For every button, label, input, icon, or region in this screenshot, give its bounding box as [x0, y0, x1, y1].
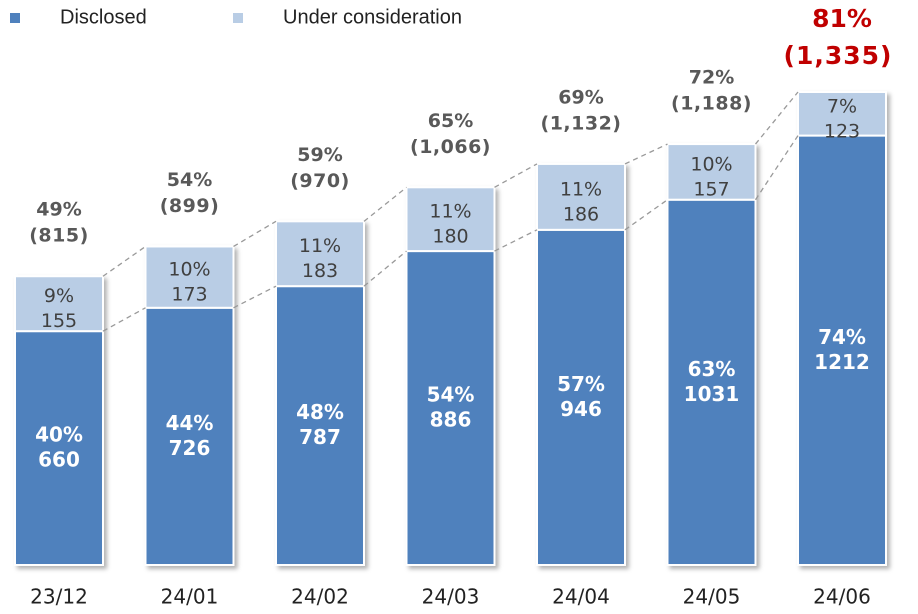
bar-segment: [666, 143, 757, 201]
total-percent-label: 54%: [167, 169, 212, 191]
bar-group: [797, 91, 887, 566]
total-value-label: (970): [290, 170, 350, 192]
segment-percent-label: 74%: [818, 325, 866, 349]
total-percent-label: 81%: [812, 4, 872, 33]
segment-percent-label: 63%: [688, 357, 736, 381]
connector-line: [624, 143, 668, 165]
segment-value-label: 787: [299, 425, 341, 449]
total-value-label: (815): [29, 225, 89, 247]
x-tick-label: 24/01: [161, 585, 219, 609]
connector-line: [363, 250, 407, 287]
total-percent-label: 49%: [36, 199, 81, 221]
connector-line: [754, 135, 799, 201]
total-value-label: (899): [160, 195, 220, 217]
x-tick-label: 24/04: [552, 585, 610, 609]
bar-segment: [275, 285, 365, 566]
bar-segment: [797, 134, 887, 566]
total-value-label: (1,335): [784, 41, 893, 70]
legend-label: Under consideration: [283, 6, 462, 28]
total-percent-label: 72%: [689, 67, 734, 89]
segment-percent-label: 7%: [827, 95, 857, 117]
segment-percent-label: 11%: [429, 201, 471, 223]
bar-group: [144, 245, 235, 566]
total-value-label: (1,188): [671, 93, 752, 115]
segment-value-label: 1031: [684, 382, 740, 406]
legend-label: Disclosed: [60, 6, 147, 28]
bar-segment: [797, 91, 887, 137]
legend-swatch: [10, 13, 20, 23]
segment-percent-label: 54%: [427, 383, 475, 407]
segment-value-label: 123: [824, 120, 860, 142]
segment-value-label: 726: [169, 436, 211, 460]
segment-value-label: 946: [560, 397, 602, 421]
segment-percent-label: 10%: [168, 259, 210, 281]
x-tick-label: 24/03: [422, 585, 480, 609]
bar-segment: [275, 220, 365, 288]
bar-segment: [536, 162, 626, 231]
bar-segment: [666, 198, 757, 567]
total-percent-label: 65%: [428, 110, 473, 132]
total-percent-label: 69%: [558, 86, 603, 108]
connector-line: [494, 163, 538, 188]
segment-percent-label: 11%: [299, 235, 341, 257]
x-tick-label: 24/05: [683, 585, 741, 609]
segment-percent-label: 11%: [560, 178, 602, 200]
segment-percent-label: 40%: [35, 423, 83, 447]
segment-value-label: 180: [432, 226, 468, 248]
connector-line: [102, 307, 146, 332]
connector-line: [233, 285, 277, 309]
bar-segment: [405, 186, 496, 253]
segment-value-label: 157: [693, 178, 729, 200]
segment-value-label: 1212: [814, 350, 870, 374]
bar-segment: [536, 228, 626, 566]
bar-group: [14, 275, 104, 567]
connector-line: [233, 220, 277, 248]
bar-group: [536, 162, 626, 566]
total-value-label: (1,066): [410, 136, 491, 158]
connector-line: [624, 199, 668, 231]
segment-value-label: 183: [302, 260, 338, 282]
connector-line: [494, 229, 538, 252]
x-tick-label: 24/06: [813, 585, 871, 609]
connector-line: [754, 91, 799, 145]
connector-line: [102, 245, 146, 277]
bar-group: [275, 220, 365, 566]
bar-segment: [14, 330, 104, 567]
bar-segment: [144, 245, 235, 309]
bar-group: [666, 143, 757, 567]
segment-percent-label: 48%: [296, 400, 344, 424]
x-tick-label: 23/12: [30, 585, 88, 609]
x-tick-label: 24/02: [291, 585, 349, 609]
segment-percent-label: 44%: [166, 411, 214, 435]
segment-value-label: 886: [430, 408, 472, 432]
connector-line: [363, 186, 407, 222]
segment-value-label: 660: [38, 448, 80, 472]
bar-segment: [14, 275, 104, 333]
legend-swatch: [233, 13, 243, 23]
segment-value-label: 186: [563, 203, 599, 225]
segment-value-label: 155: [41, 310, 77, 332]
segment-value-label: 173: [171, 284, 207, 306]
segment-percent-label: 10%: [690, 153, 732, 175]
total-percent-label: 59%: [297, 144, 342, 166]
segment-percent-label: 57%: [557, 372, 605, 396]
bar-group: [405, 186, 496, 566]
total-value-label: (1,132): [541, 112, 622, 134]
segment-percent-label: 9%: [44, 285, 74, 307]
bar-segment: [405, 250, 496, 566]
